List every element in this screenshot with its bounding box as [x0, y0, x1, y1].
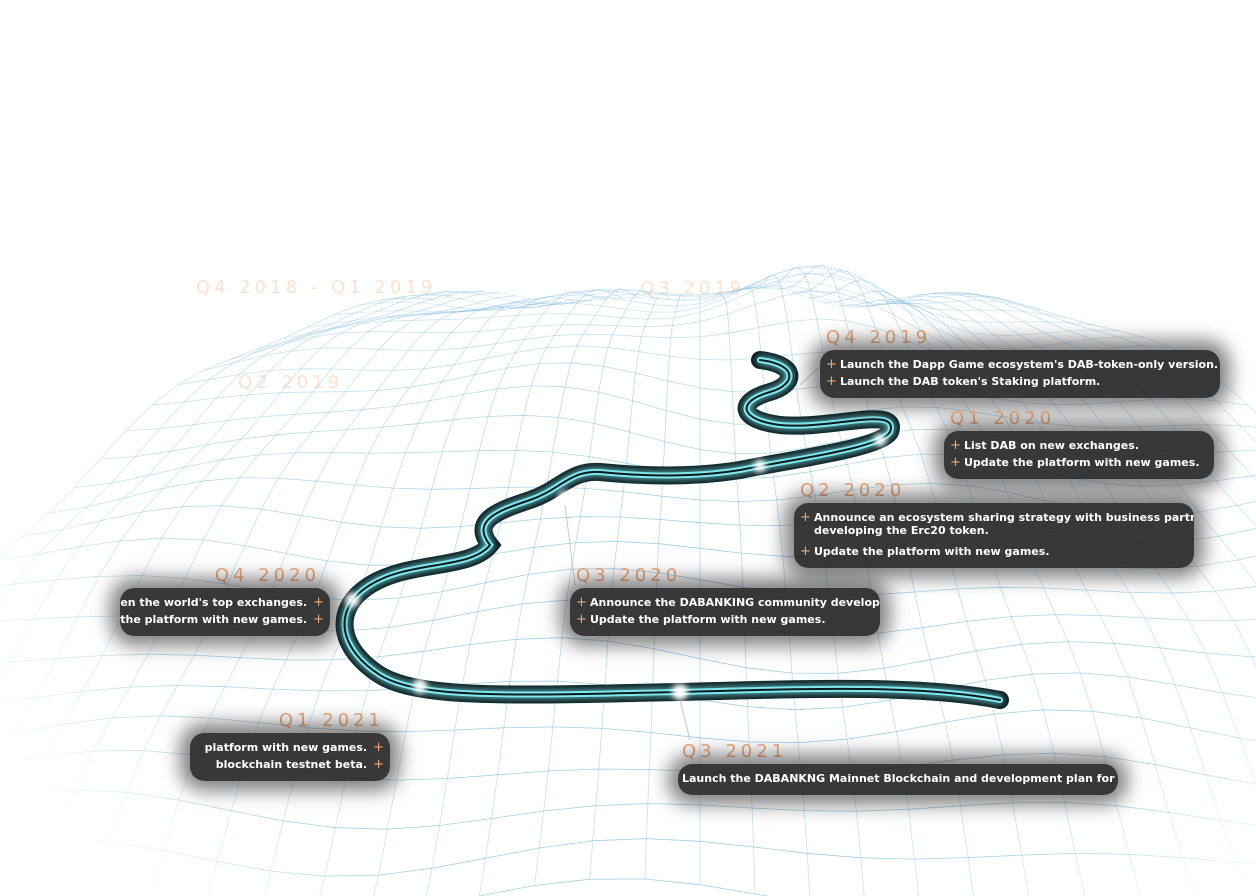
mesh-line: [0, 836, 1256, 877]
milestone-item: + Announce an ecosystem sharing strategy …: [800, 510, 1194, 525]
milestone-title: Q4 2020: [214, 565, 320, 586]
plus-icon: +: [576, 612, 587, 627]
milestone-q4-2018-q1-2019: Q4 2018 - Q1 2019: [196, 278, 436, 298]
connector-lines: [564, 367, 819, 741]
milestone-title: Q1 2021: [278, 710, 384, 731]
mesh-line: [411, 286, 989, 307]
mesh-line: [746, 274, 865, 896]
milestone-title: Q2 2019: [238, 372, 344, 393]
plus-icon: +: [826, 374, 837, 389]
plus-icon: +: [313, 595, 324, 610]
milestone-q3-2020: Q3 2020 + Announce the DABANKING communit…: [570, 566, 880, 636]
mesh-line: [149, 301, 546, 896]
mesh-line: [281, 265, 1119, 340]
plus-icon: +: [950, 438, 961, 453]
mesh-line: [125, 385, 1256, 432]
mesh-line: [761, 266, 920, 896]
mesh-line: [255, 273, 1145, 351]
milestone-card: en the world's top exchanges. + the platf…: [120, 588, 330, 636]
milestone-item: developing the Erc20 token.: [814, 524, 989, 537]
milestone-item: platform with new games. +: [204, 740, 384, 755]
milestone-item: Launch the DABANKNG Mainnet Blockchain a…: [682, 772, 1118, 785]
mesh-line: [644, 293, 685, 880]
milestone-item: + Launch the Dapp Game ecosystem's DAB-to…: [826, 357, 1219, 372]
plus-icon: +: [950, 455, 961, 470]
milestone-item: + List DAB on new exchanges.: [950, 438, 1139, 453]
milestone-title: Q1 2020: [950, 408, 1056, 429]
milestone-item: en the world's top exchanges. +: [120, 595, 324, 610]
milestone-q3-2021: Q3 2021 Launch the DABANKNG Mainnet Bloc…: [678, 742, 1118, 795]
mesh-line: [37, 295, 515, 891]
milestone-item: + Launch the DAB token's Staking platform…: [826, 374, 1101, 389]
mesh-line: [385, 285, 1015, 309]
mesh-line: [0, 878, 769, 896]
mesh-line: [947, 293, 1256, 442]
mesh-line: [437, 287, 963, 308]
milestone-item: + Update the platform with new games.: [576, 612, 826, 627]
milestone-q4-2020: Q4 2020 en the world's top exchanges. + t…: [120, 566, 330, 636]
mesh-line: [0, 292, 500, 847]
mesh-line: [931, 291, 1256, 480]
plus-icon: +: [576, 595, 587, 610]
mesh-line: [93, 298, 531, 895]
milestone-card: platform with new games. + blockchain tes…: [190, 733, 390, 781]
milestone-card: + List DAB on new exchanges. + Update the …: [944, 431, 1214, 479]
milestone-item: blockchain testnet beta. +: [215, 757, 384, 772]
milestone-title: Q3 2021: [682, 741, 788, 762]
glowing-road-path: [335, 351, 1009, 709]
mesh-line: [426, 289, 623, 896]
milestone-title: Q4 2018 - Q1 2019: [196, 277, 437, 298]
milestone-title: Q4 2019: [826, 327, 932, 348]
plus-icon: +: [800, 510, 811, 525]
milestone-card: + Launch the Dapp Game ecosystem's DAB-to…: [820, 350, 1220, 398]
mesh-line: [589, 292, 670, 880]
mesh-line: [0, 291, 469, 682]
milestone-q1-2020: Q1 2020 + List DAB on new exchanges. + Upd…: [944, 409, 1214, 479]
milestone-title: Q3 2020: [576, 565, 682, 586]
mesh-line: [151, 362, 1249, 406]
mesh-line: [359, 280, 1041, 311]
milestone-card: + Announce the DABANKING community develo…: [570, 588, 880, 636]
milestone-item: the platform with new games. +: [120, 612, 324, 627]
mesh-line: [0, 637, 1256, 674]
milestone-item: + Update the platform with new games.: [950, 455, 1200, 470]
milestone-q2-2019: Q2 2019: [238, 373, 343, 393]
road-highlight-sparks: [345, 434, 886, 700]
mesh-line: [479, 288, 639, 896]
mesh-line: [0, 789, 1256, 830]
milestone-item: + Update the platform with new games.: [800, 544, 1050, 559]
plus-icon: +: [826, 357, 837, 372]
mesh-line: [207, 302, 562, 896]
mesh-line: [0, 297, 438, 558]
plus-icon: +: [800, 544, 811, 559]
plus-icon: +: [373, 757, 384, 772]
mesh-line: [730, 285, 811, 896]
milestone-q1-2021: Q1 2021 platform with new games. + blockc…: [190, 711, 390, 781]
milestone-card: Launch the DABANKNG Mainnet Blockchain a…: [678, 764, 1118, 795]
milestone-item: + Announce the DABANKING community develo…: [576, 595, 880, 610]
plus-icon: +: [373, 740, 384, 755]
plus-icon: +: [313, 612, 324, 627]
milestone-title: Q2 2020: [800, 480, 906, 501]
mesh-line: [0, 293, 453, 605]
mesh-line: [534, 290, 654, 886]
mesh-line: [962, 295, 1256, 414]
mesh-line: [0, 568, 1256, 601]
milestone-title: Q3 2019: [640, 278, 746, 299]
mesh-line: [373, 291, 608, 896]
mesh-line: [319, 296, 592, 896]
mesh-line: [264, 301, 577, 896]
mesh-line: [808, 279, 1086, 896]
milestone-q2-2020: Q2 2020 + Announce an ecosystem sharing s…: [794, 481, 1194, 568]
mesh-line: [333, 273, 1067, 319]
milestone-q4-2019: Q4 2019 + Launch the Dapp Game ecosystem'…: [820, 328, 1220, 398]
milestone-card: + Announce an ecosystem sharing strategy …: [794, 503, 1194, 568]
mesh-line: [307, 266, 1093, 328]
mesh-line: [715, 292, 756, 895]
mesh-line: [0, 291, 484, 756]
milestone-q3-2019: Q3 2019: [640, 279, 745, 299]
